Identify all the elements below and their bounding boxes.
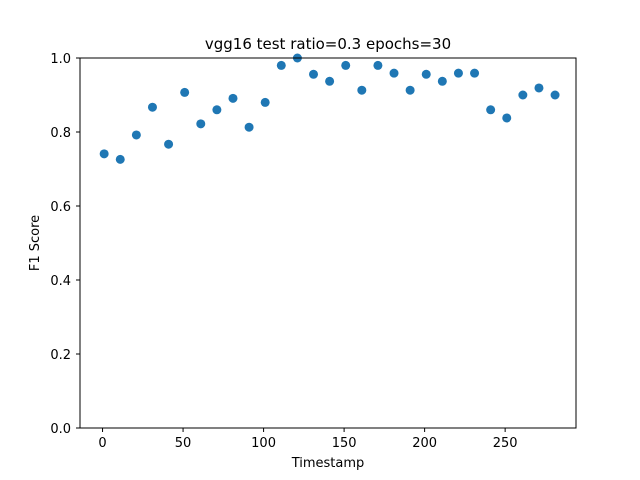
- y-tick-label: 0.0: [50, 422, 71, 437]
- chart-title: vgg16 test ratio=0.3 epochs=30: [205, 35, 451, 53]
- data-point: [373, 60, 383, 70]
- data-point: [421, 69, 431, 79]
- data-point: [325, 76, 335, 86]
- data-point: [276, 60, 286, 70]
- data-point: [309, 69, 319, 79]
- x-tick-label: 150: [332, 436, 357, 451]
- x-tick-label: 250: [493, 436, 518, 451]
- data-point: [518, 90, 528, 100]
- y-tick-label: 0.6: [50, 200, 71, 215]
- y-tick-label: 1.0: [50, 52, 71, 67]
- data-point: [534, 83, 544, 93]
- data-point: [437, 76, 447, 86]
- data-point: [164, 139, 174, 149]
- data-point: [196, 119, 206, 129]
- data-point: [212, 105, 222, 115]
- x-tick-label: 100: [251, 436, 276, 451]
- plot-frame: [79, 57, 577, 429]
- y-tick-label: 0.8: [50, 126, 71, 141]
- data-point: [502, 113, 512, 123]
- x-tick-label: 0: [98, 436, 106, 451]
- y-tick-label: 0.4: [50, 274, 71, 289]
- data-point: [244, 122, 254, 132]
- data-point: [470, 68, 480, 78]
- x-axis-label: Timestamp: [291, 456, 365, 471]
- data-point: [389, 68, 399, 78]
- data-point: [357, 85, 367, 95]
- y-tick-label: 0.2: [50, 348, 71, 363]
- data-point: [99, 149, 109, 159]
- data-point: [228, 93, 238, 103]
- y-axis-label: F1 Score: [28, 215, 43, 271]
- x-axis-ticks: 0 50 100 150 200 250: [98, 428, 518, 451]
- data-point: [405, 85, 415, 95]
- data-point: [341, 60, 351, 70]
- data-point: [486, 105, 496, 115]
- data-points: [99, 53, 560, 164]
- x-tick-label: 50: [175, 436, 192, 451]
- data-point: [180, 87, 190, 97]
- data-point: [147, 102, 157, 112]
- y-axis-ticks: 0.0 0.2 0.4 0.6 0.8 1.0: [50, 52, 80, 437]
- data-point: [260, 97, 270, 107]
- x-tick-label: 200: [412, 436, 437, 451]
- data-point: [550, 90, 560, 100]
- data-point: [453, 68, 463, 78]
- data-point: [131, 130, 141, 140]
- data-point: [115, 154, 125, 164]
